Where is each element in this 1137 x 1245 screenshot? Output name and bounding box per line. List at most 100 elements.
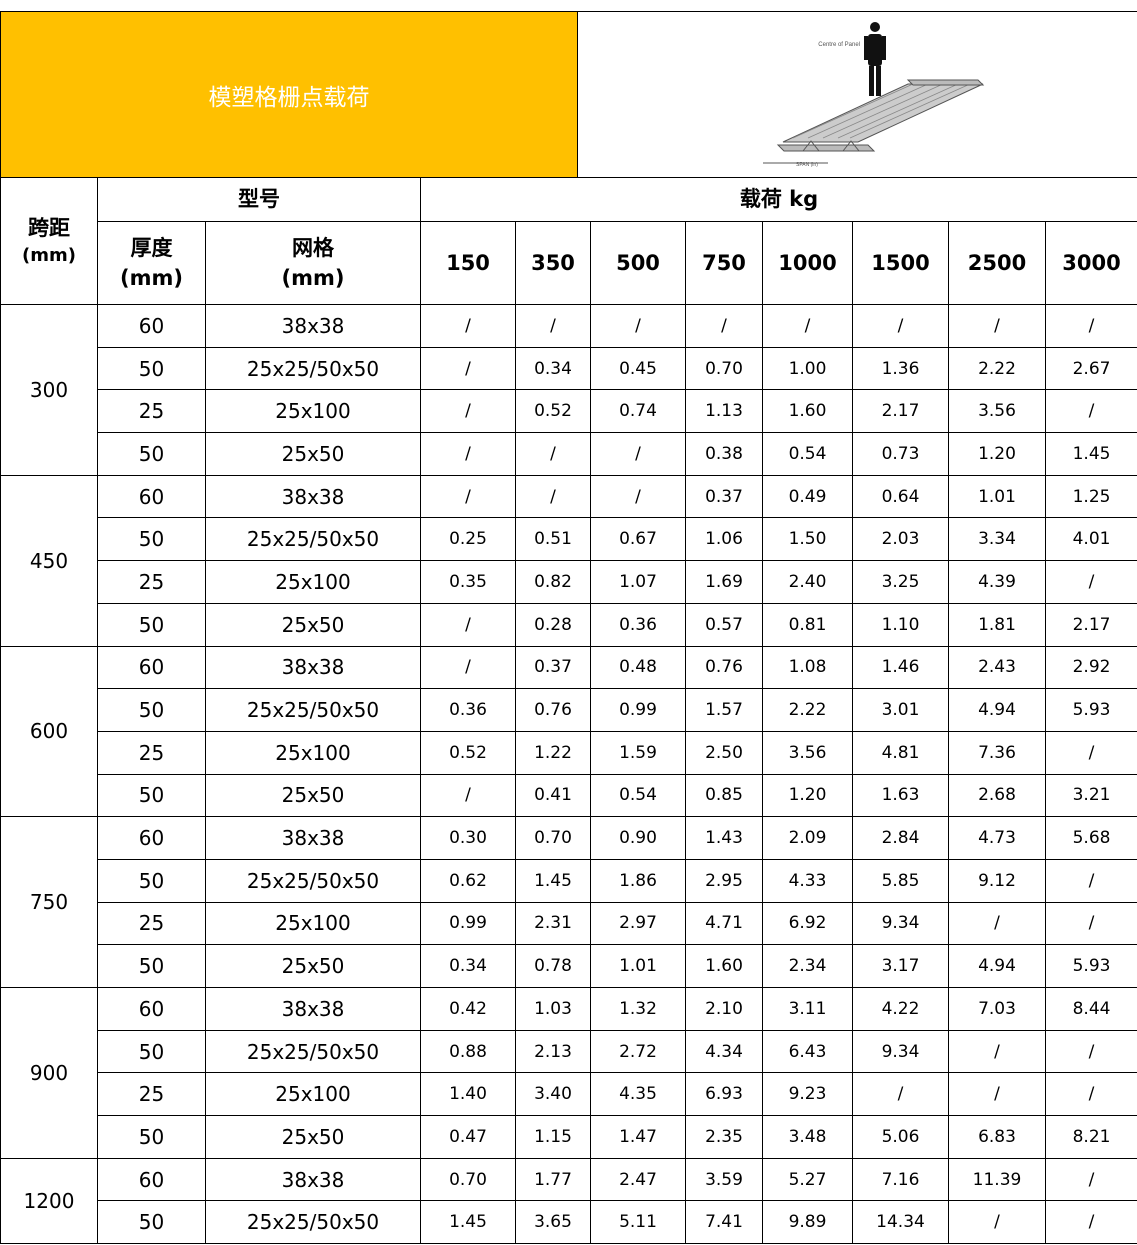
load-cell: 2.40 [762, 560, 853, 604]
load-cell: 1.06 [685, 517, 763, 562]
thickness-cell: 50 [97, 517, 206, 562]
thickness-header-unit: (mm) [120, 266, 183, 290]
load-cell: 9.12 [948, 858, 1046, 903]
load-cell: / [420, 602, 516, 647]
model-header: 型号 [97, 177, 421, 222]
load-cell: 5.68 [1044, 816, 1137, 860]
mesh-cell: 38x38 [205, 645, 421, 690]
table-row: 25 25x100/0.52 0.74 1.13 1.60 2.17 3.56/ [1, 389, 1137, 434]
load-cell: 6.83 [948, 1115, 1046, 1159]
load-cell: 5.06 [852, 1115, 949, 1159]
load-cell: 0.57 [685, 602, 763, 647]
load-cell: 0.90 [590, 816, 686, 860]
load-cell: 2.50 [685, 730, 763, 775]
load-cell: / [1044, 389, 1137, 434]
load-cell: 2.17 [852, 389, 949, 434]
load-table: 跨距 (mm) 型号 载荷 kg 厚度 (mm) 网格 (mm) 150 350 500 7… [0, 177, 1137, 1245]
thickness-cell: 25 [97, 1072, 206, 1117]
load-cell: 6.92 [762, 901, 853, 946]
table-row: 50 25x50///0.38 0.54 0.73 1.20 1.45 [1, 432, 1137, 476]
load-cell: 0.76 [685, 645, 763, 690]
load-cell: 4.22 [852, 987, 949, 1031]
load-cell: 1.36 [852, 346, 949, 391]
load-cell: 0.34 [515, 346, 591, 391]
load-cell: 2.35 [685, 1115, 763, 1159]
mesh-cell: 25x50 [205, 432, 421, 476]
load-cell: 0.85 [685, 773, 763, 818]
span-header: 跨距 (mm) [0, 177, 98, 305]
load-cell: / [852, 1072, 949, 1117]
load-cell: / [685, 304, 763, 348]
load-cell: 1.60 [685, 944, 763, 988]
table-row: 50 25x25/50x50 1.45 3.65 5.11 7.41 9.89 14.34// [1, 1200, 1137, 1245]
load-cell: 5.11 [590, 1200, 686, 1245]
load-cell: 3.56 [762, 730, 853, 775]
thickness-cell: 50 [97, 1200, 206, 1245]
load-cell: 4.35 [590, 1072, 686, 1117]
load-cell: 3.56 [948, 389, 1046, 434]
table-row: 50 25x25/50x50 0.62 1.45 1.86 2.95 4.33 5.85 9.1… [1, 858, 1137, 903]
table-row: 300 60 38x38// / / / / / / [0, 304, 1137, 476]
load-cell: 1.57 [685, 688, 763, 732]
load-cell: 0.37 [515, 645, 591, 690]
load-cell: 4.34 [685, 1029, 763, 1074]
load-cell: 4.73 [948, 816, 1046, 860]
thickness-cell: 60 [97, 645, 206, 690]
load-header-cell: 1500 [852, 221, 949, 305]
load-header-cell: 150 [420, 221, 516, 305]
load-cell: 0.51 [515, 517, 591, 562]
mesh-cell: 38x38 [205, 987, 421, 1031]
load-cell: 1.50 [762, 517, 853, 562]
mesh-header: 网格 (mm) [205, 221, 421, 305]
thickness-cell: 60 [97, 474, 206, 519]
load-cell: 0.99 [590, 688, 686, 732]
load-cell: 0.30 [420, 816, 516, 860]
load-cell: 8.44 [1044, 987, 1137, 1031]
illustration: Centre of Panel SPAN (in) [763, 22, 985, 168]
table-row: 25 25x100 0.99 2.31 2.97 4.71 6.92 9.34// [1, 901, 1137, 946]
span-cell: 600 [0, 645, 98, 818]
mesh-cell: 25x25/50x50 [205, 517, 421, 562]
load-cell: / [420, 304, 516, 348]
mesh-cell: 38x38 [205, 1157, 421, 1202]
load-cell: 2.47 [590, 1157, 686, 1202]
table-row: 50 25x25/50x50/0.34 0.45 0.70 1.00 1.36 2.22 2.… [1, 346, 1137, 391]
thickness-cell: 60 [97, 987, 206, 1031]
load-cell: 7.36 [948, 730, 1046, 775]
span-header-text: 跨距 [28, 215, 70, 240]
mesh-cell: 25x25/50x50 [205, 346, 421, 391]
load-cell: 1.60 [762, 389, 853, 434]
table-row: 50 25x25/50x50 0.25 0.51 0.67 1.06 1.50 2.03 3.3… [1, 517, 1137, 562]
load-cell: 3.65 [515, 1200, 591, 1245]
load-cell: 1.01 [590, 944, 686, 988]
load-cell: 3.25 [852, 560, 949, 604]
load-cell: 1.15 [515, 1115, 591, 1159]
load-cell: 5.93 [1044, 944, 1137, 988]
load-cell: 4.94 [948, 944, 1046, 988]
load-cell: 2.68 [948, 773, 1046, 818]
table-row: 50 25x50/0.41 0.54 0.85 1.20 1.63 2.68 3.21 [1, 773, 1137, 818]
load-header-cell: 750 [685, 221, 763, 305]
load-cell: 0.49 [762, 474, 853, 519]
load-header: 载荷 kg [419, 177, 1137, 222]
mesh-cell: 38x38 [205, 474, 421, 519]
load-header-cell: 1000 [762, 221, 853, 305]
load-cell: 2.97 [590, 901, 686, 946]
thickness-cell: 50 [97, 944, 206, 988]
load-cell: 1.47 [590, 1115, 686, 1159]
table-row: 600 60 38x38/0.37 0.48 0.76 1.08 1.46 2.43 2.92 [0, 645, 1137, 818]
table-row: 25 25x100 1.40 3.40 4.35 6.93 9.23// / [1, 1072, 1137, 1117]
load-cell: / [590, 304, 686, 348]
load-cell: 2.22 [948, 346, 1046, 391]
span-header-unit: (mm) [22, 245, 76, 267]
load-cell: 1.40 [420, 1072, 516, 1117]
load-cell: / [515, 474, 591, 519]
load-cell: / [762, 304, 853, 348]
load-cell: 0.54 [590, 773, 686, 818]
thickness-cell: 50 [97, 432, 206, 476]
load-cell: / [590, 474, 686, 519]
load-cell: / [420, 432, 516, 476]
load-cell: 9.89 [762, 1200, 853, 1245]
load-cell: 6.93 [685, 1072, 763, 1117]
load-cell: / [1044, 1200, 1137, 1245]
